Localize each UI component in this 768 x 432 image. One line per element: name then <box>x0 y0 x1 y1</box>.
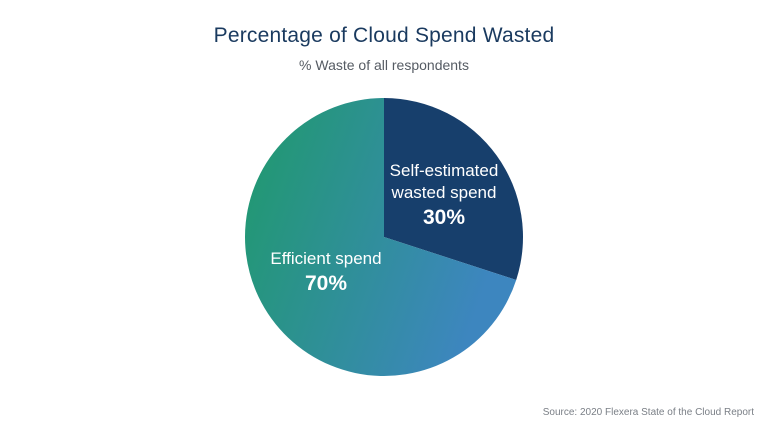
slice-label: wasted spend <box>391 183 497 202</box>
slice-efficient-spend <box>245 98 517 376</box>
slice-value-label: 30% <box>423 206 465 229</box>
slice-value-label: 70% <box>305 272 347 295</box>
source-note: Source: 2020 Flexera State of the Cloud … <box>542 407 754 418</box>
chart-subtitle: % Waste of all respondents <box>299 57 469 73</box>
slice-label: Self-estimated <box>390 161 499 180</box>
pie-labels: Self-estimated wasted spend 30% Efficient s… <box>270 161 498 295</box>
slice-label: Efficient spend <box>270 249 381 268</box>
chart-title: Percentage of Cloud Spend Wasted <box>213 24 555 47</box>
slice-wasted-spend <box>384 98 523 280</box>
pie-slices <box>245 98 523 376</box>
